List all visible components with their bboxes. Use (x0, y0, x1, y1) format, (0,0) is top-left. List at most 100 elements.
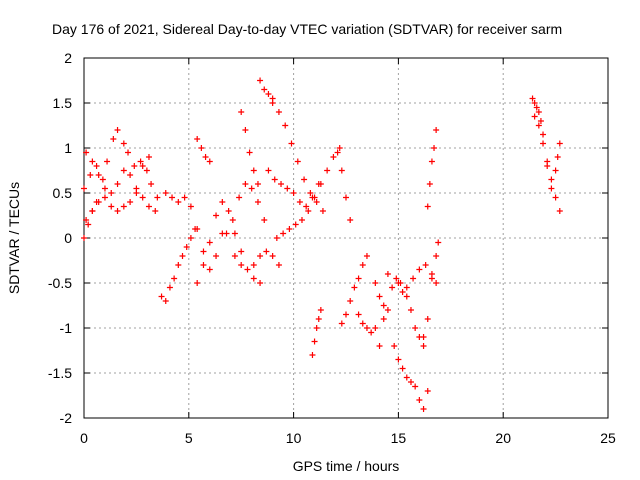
data-point (131, 163, 137, 169)
data-point (385, 271, 391, 277)
data-point (251, 262, 257, 268)
data-point (540, 141, 546, 147)
data-point (198, 145, 204, 151)
data-point (102, 195, 108, 201)
data-point (94, 163, 100, 169)
x-tick-label: 20 (495, 430, 511, 446)
x-tick-label: 5 (185, 430, 193, 446)
data-point (356, 276, 362, 282)
data-point (171, 276, 177, 282)
y-axis-label: SDTVAR / TECUs (6, 182, 22, 294)
data-point (213, 253, 219, 259)
data-point (555, 154, 561, 160)
data-point (274, 235, 280, 241)
data-point (548, 186, 554, 192)
data-point (207, 240, 213, 246)
data-point (152, 208, 158, 214)
series-s25 (421, 240, 442, 341)
series-s24 (404, 262, 439, 291)
data-point (540, 132, 546, 138)
data-point (532, 114, 538, 120)
data-point (280, 231, 286, 237)
y-tick-label: 1 (64, 140, 72, 156)
data-point (289, 141, 295, 147)
data-point (207, 267, 213, 273)
data-point (404, 375, 410, 381)
data-point (316, 316, 322, 322)
data-point (412, 384, 418, 390)
data-point (381, 316, 387, 322)
data-point (167, 285, 173, 291)
data-point (81, 186, 87, 192)
data-point (163, 298, 169, 304)
data-point (286, 226, 292, 232)
data-point (364, 325, 370, 331)
data-point (257, 78, 263, 84)
x-tick-label: 0 (80, 430, 88, 446)
series-s12 (257, 78, 276, 102)
data-point (182, 195, 188, 201)
data-point (421, 343, 427, 349)
data-point (232, 253, 238, 259)
data-point (255, 199, 261, 205)
data-point (320, 208, 326, 214)
data-point (372, 280, 378, 286)
data-point (293, 222, 299, 228)
data-point (433, 127, 439, 133)
data-point (557, 141, 563, 147)
series-s14 (251, 249, 282, 269)
data-point (433, 253, 439, 259)
series-s3 (83, 154, 152, 223)
y-tick-label: -1.5 (48, 365, 72, 381)
sdtvar-chart: Day 176 of 2021, Sidereal Day-to-day VTE… (0, 0, 640, 480)
series-s26 (425, 127, 439, 210)
data-point (312, 339, 318, 345)
data-point (102, 186, 108, 192)
y-tick-label: 0.5 (53, 185, 73, 201)
series-s7 (194, 136, 213, 165)
data-point (257, 253, 263, 259)
data-point (421, 406, 427, 412)
data-point (238, 249, 244, 255)
data-point (261, 87, 267, 93)
data-point (148, 181, 154, 187)
x-axis-label: GPS time / hours (293, 458, 400, 474)
data-point (89, 159, 95, 165)
data-point (278, 181, 284, 187)
data-point (400, 366, 406, 372)
data-point (226, 208, 232, 214)
series-s23 (395, 280, 426, 349)
data-point (347, 217, 353, 223)
data-point (404, 294, 410, 300)
data-point (115, 127, 121, 133)
data-point (249, 186, 255, 192)
series-s19 (339, 253, 370, 327)
data-point (343, 312, 349, 318)
data-point (146, 204, 152, 210)
data-point (425, 316, 431, 322)
data-point (295, 159, 301, 165)
data-point (154, 195, 160, 201)
series-s18 (309, 307, 323, 358)
data-point (194, 136, 200, 142)
data-point (140, 195, 146, 201)
data-point (433, 280, 439, 286)
chart-title: Day 176 of 2021, Sidereal Day-to-day VTE… (52, 21, 562, 37)
data-point (360, 321, 366, 327)
data-point (265, 168, 271, 174)
y-tick-label: -2 (60, 410, 73, 426)
data-point (200, 249, 206, 255)
data-point (232, 231, 238, 237)
data-point (270, 100, 276, 106)
series-s9 (224, 181, 268, 237)
data-point (435, 240, 441, 246)
y-tick-label: 2 (64, 50, 72, 66)
data-point (270, 253, 276, 259)
x-tick-label: 15 (391, 430, 407, 446)
data-point (81, 235, 87, 241)
data-point (314, 325, 320, 331)
data-point (391, 343, 397, 349)
data-point (553, 195, 559, 201)
data-point (395, 357, 401, 363)
data-point (110, 136, 116, 142)
